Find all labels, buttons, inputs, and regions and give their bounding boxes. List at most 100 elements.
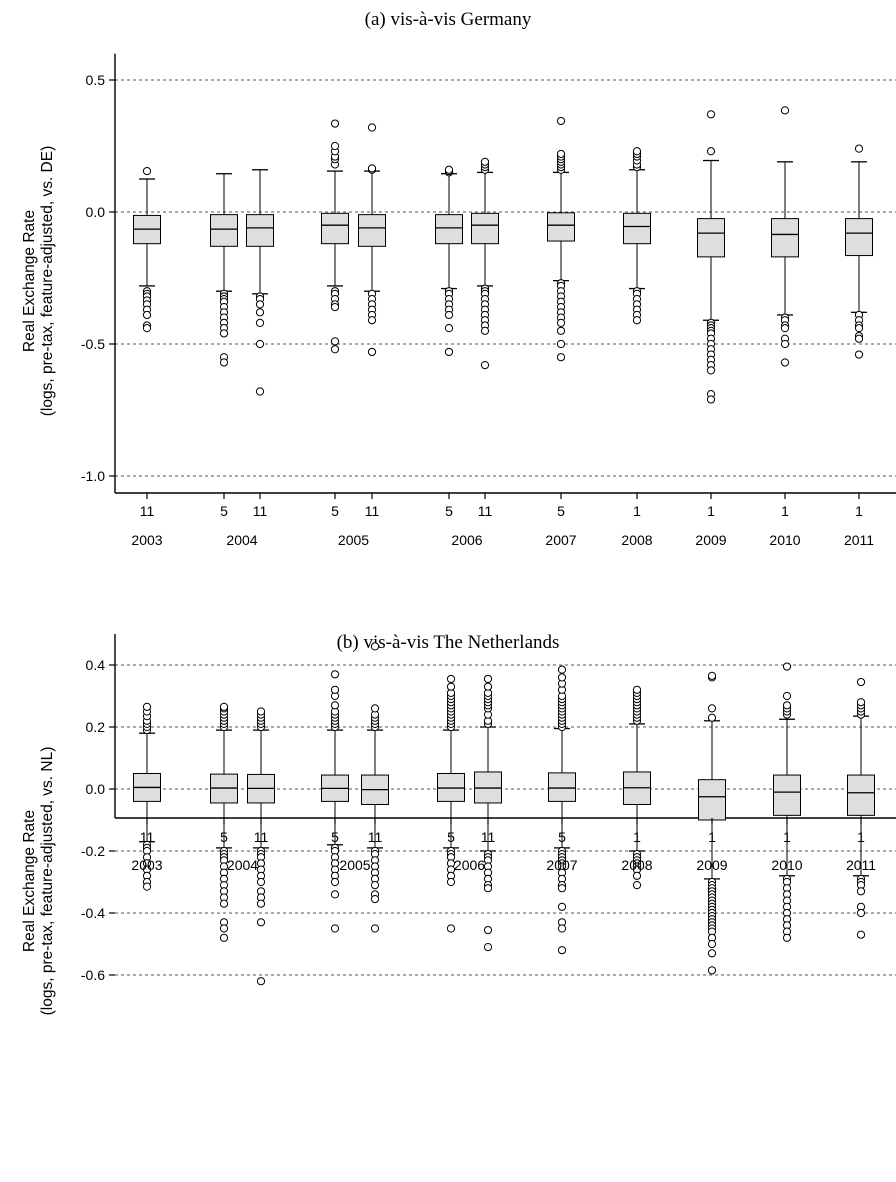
outlier-point: [782, 933, 792, 942]
outlier-point: [707, 966, 717, 975]
panel-a-ytick-label: -1.0: [81, 468, 105, 484]
panel-a-vat-label: 5: [220, 503, 228, 519]
outlier-point: [444, 165, 454, 174]
outlier-point: [255, 300, 265, 309]
panel-b-box-2006-vat5: [437, 674, 465, 933]
panel-a-vat-label: 1: [781, 503, 789, 519]
outlier-point: [446, 877, 456, 887]
outlier-point: [446, 924, 456, 933]
panel-a-vat-label: 5: [331, 503, 339, 519]
panel-a-box-2003-vat11: [133, 166, 161, 333]
iqr-box: [547, 212, 575, 242]
outlier-point: [330, 119, 340, 128]
panel-b-year-label: 2009: [696, 857, 727, 873]
panel-b-box-2011-vat1: [847, 677, 875, 939]
panel-a-year-label: 2005: [338, 532, 369, 548]
outlier-point: [706, 366, 716, 375]
outlier-point: [256, 899, 266, 908]
iqr-box: [773, 774, 801, 816]
iqr-box: [623, 212, 651, 245]
outlier-point: [632, 881, 642, 890]
iqr-box: [321, 212, 349, 245]
outlier-point: [557, 946, 567, 955]
outlier-point: [780, 324, 790, 333]
panel-a-year-label: 2010: [769, 532, 800, 548]
panel-a-year-label: 2006: [451, 532, 482, 548]
outlier-point: [556, 353, 566, 362]
outlier-point: [780, 358, 790, 367]
panel-b-vat-label: 5: [447, 829, 455, 845]
panel-b: (b) vis-à-vis The Netherlands Real Excha…: [21, 632, 896, 1015]
outlier-point: [706, 395, 716, 404]
outlier-point: [367, 347, 377, 357]
outlier-point: [557, 902, 567, 911]
outlier-point: [370, 924, 380, 933]
outlier-point: [856, 677, 866, 687]
panel-a-vat-label: 11: [140, 503, 155, 519]
outlier-point: [142, 166, 152, 176]
outlier-point: [483, 884, 493, 893]
panel-a-ytick-label: -0.5: [81, 336, 105, 352]
panel-b-box-2005-vat5: [321, 670, 349, 933]
outlier-point: [557, 673, 567, 682]
panel-a-box-2011-vat1: [845, 144, 873, 359]
iqr-box: [435, 214, 463, 245]
panel-b-box-2010-vat1: [773, 662, 801, 942]
iqr-box: [210, 214, 238, 247]
panel-b-vat-label: 11: [140, 829, 155, 845]
outlier-point: [632, 685, 642, 694]
panel-a-vat-label: 11: [365, 503, 380, 519]
outlier-point: [444, 310, 454, 320]
outlier-point: [483, 925, 493, 935]
outlier-point: [219, 924, 229, 933]
panel-b-vat-label: 11: [254, 829, 269, 845]
panel-a-year-label: 2003: [131, 532, 162, 548]
panel-a-year-label: 2011: [844, 532, 874, 548]
outlier-point: [367, 316, 377, 325]
outlier-point: [856, 887, 866, 896]
panel-a-vat-label: 5: [445, 503, 453, 519]
outlier-point: [370, 642, 380, 651]
outlier-point: [480, 361, 490, 370]
panel-a-year-label: 2008: [621, 532, 652, 548]
outlier-point: [854, 350, 864, 359]
panel-a-box-2004-vat11: [246, 169, 274, 396]
outlier-point: [556, 149, 566, 159]
panel-b-ytick-label: 0.0: [86, 781, 106, 797]
outlier-point: [557, 924, 567, 933]
outlier-point: [707, 939, 717, 949]
panel-b-vat-label: 5: [220, 829, 228, 845]
outlier-point: [632, 871, 642, 880]
outlier-point: [255, 308, 265, 317]
outlier-point: [856, 908, 866, 918]
panel-a-ylabel-line1: Real Exchange Rate: [21, 210, 38, 352]
panel-b-vat-label: 1: [783, 829, 791, 845]
panel-b-ytick-label: -0.4: [81, 905, 105, 921]
panel-a-ytick-label: 0.0: [86, 204, 106, 220]
panel-b-year-label: 2003: [131, 857, 162, 873]
panel-a-vat-label: 5: [557, 503, 565, 519]
panel-a-vat-label: 11: [478, 503, 493, 519]
outlier-point: [556, 339, 566, 349]
outlier-point: [483, 943, 493, 952]
outlier-point: [255, 318, 265, 327]
outlier-point: [219, 899, 229, 908]
panel-a-vat-label: 1: [707, 503, 715, 519]
outlier-point: [446, 682, 456, 691]
panel-b-ylabel-line2: (logs, pre-tax, feature-adjusted, vs. NL…: [39, 747, 56, 1016]
panel-b-box-2003-vat11: [133, 702, 161, 891]
outlier-point: [256, 877, 266, 887]
outlier-point: [255, 339, 265, 349]
panel-b-vat-label: 11: [481, 829, 496, 845]
outlier-point: [367, 164, 377, 173]
outlier-point: [782, 701, 792, 710]
panel-b-box-2009-vat1: [698, 671, 726, 975]
outlier-point: [707, 713, 717, 722]
iqr-box: [771, 218, 799, 258]
iqr-box: [471, 212, 499, 245]
outlier-point: [707, 949, 717, 958]
outlier-point: [219, 702, 229, 711]
panel-b-year-label: 2004: [227, 857, 258, 873]
panel-b-year-label: 2008: [621, 857, 652, 873]
outlier-point: [706, 147, 716, 156]
